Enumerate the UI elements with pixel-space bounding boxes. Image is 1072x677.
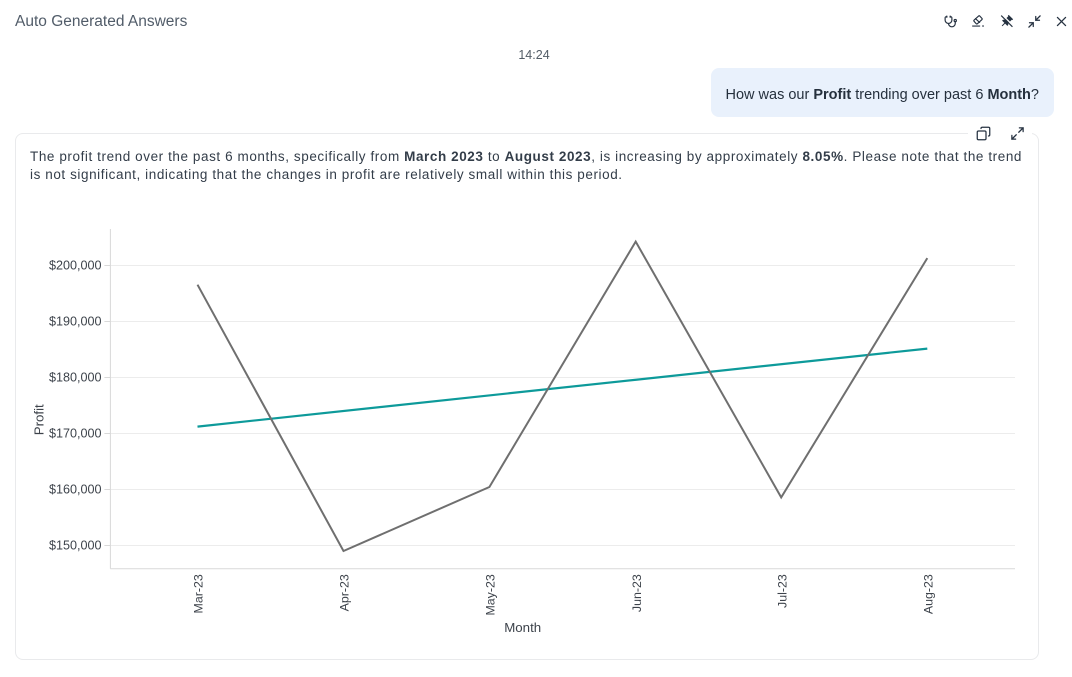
- svg-text:May-23: May-23: [484, 574, 498, 615]
- svg-text:Profit: Profit: [32, 404, 47, 435]
- svg-text:$190,000: $190,000: [49, 315, 102, 329]
- svg-text:$170,000: $170,000: [49, 427, 102, 441]
- svg-text:$200,000: $200,000: [49, 259, 102, 273]
- svg-text:Jul-23: Jul-23: [775, 574, 789, 608]
- svg-text:Jun-23: Jun-23: [630, 574, 644, 612]
- svg-text:Mar-23: Mar-23: [192, 574, 206, 613]
- svg-text:Aug-23: Aug-23: [921, 574, 935, 614]
- svg-text:$160,000: $160,000: [49, 483, 102, 497]
- svg-text:$180,000: $180,000: [49, 371, 102, 385]
- svg-text:Apr-23: Apr-23: [338, 574, 352, 611]
- svg-text:$150,000: $150,000: [49, 539, 102, 553]
- svg-text:Month: Month: [504, 620, 541, 635]
